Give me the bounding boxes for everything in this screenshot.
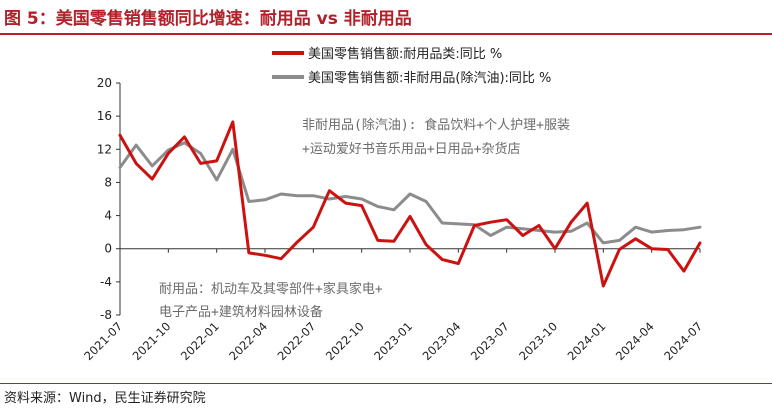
x-tick-label: 2023-04 <box>420 319 464 363</box>
nondurable-note-line-1: 非耐用品(除汽油): 食品饮料+个人护理+服装 <box>302 117 570 133</box>
x-tick-label: 2023-01 <box>371 319 415 363</box>
x-tick-label: 2024-07 <box>661 319 705 363</box>
y-tick-label: 8 <box>104 175 112 189</box>
series-line-durable <box>118 120 702 288</box>
footer-divider <box>0 383 772 384</box>
y-tick-label: 20 <box>97 76 112 90</box>
y-tick-label: 12 <box>97 142 112 156</box>
x-tick-label: 2021-07 <box>81 319 125 363</box>
y-tick-label: 4 <box>104 209 112 223</box>
series-line-nondurable <box>118 141 702 245</box>
y-tick-label: -4 <box>100 275 112 289</box>
y-axis: -8 -4 0 4 8 12 16 20 <box>97 76 121 322</box>
title-divider <box>0 33 772 35</box>
annotations: 非耐用品(除汽油): 食品饮料+个人护理+服装 +运动爱好书音乐用品+日用品+杂… <box>159 117 570 320</box>
source-note: 资料来源：Wind，民生证券研究院 <box>4 391 206 406</box>
figure-title: 图 5：美国零售销售额同比增速：耐用品 vs 非耐用品 <box>4 9 412 29</box>
legend: 美国零售销售额:耐用品类:同比 % 美国零售销售额:非耐用品(除汽油):同比 % <box>272 46 551 86</box>
x-tick-label: 2022-07 <box>275 319 319 363</box>
y-tick-label: 0 <box>104 242 112 256</box>
x-tick-label: 2024-01 <box>565 319 609 363</box>
legend-label-nondurable: 美国零售销售额:非耐用品(除汽油):同比 % <box>308 70 551 86</box>
series-layer <box>118 120 702 288</box>
x-tick-label: 2023-10 <box>516 319 560 363</box>
x-tick-label: 2022-04 <box>226 319 270 363</box>
nondurable-note-line-2: +运动爱好书音乐用品+日用品+杂货店 <box>302 141 520 157</box>
x-tick-label: 2021-10 <box>130 319 174 363</box>
y-tick-label: -8 <box>100 308 112 322</box>
durable-note-line-2: 电子产品+建筑材料园林设备 <box>159 304 323 320</box>
x-tick-label: 2023-07 <box>468 319 512 363</box>
y-tick-label: 16 <box>97 109 112 123</box>
x-tick-label: 2024-04 <box>613 319 657 363</box>
legend-label-durable: 美国零售销售额:耐用品类:同比 % <box>308 46 502 62</box>
x-tick-label: 2022-10 <box>323 319 367 363</box>
x-tick-label: 2022-01 <box>178 319 222 363</box>
durable-note-line-1: 耐用品：机动车及其零部件+家具家电+ <box>159 281 383 297</box>
